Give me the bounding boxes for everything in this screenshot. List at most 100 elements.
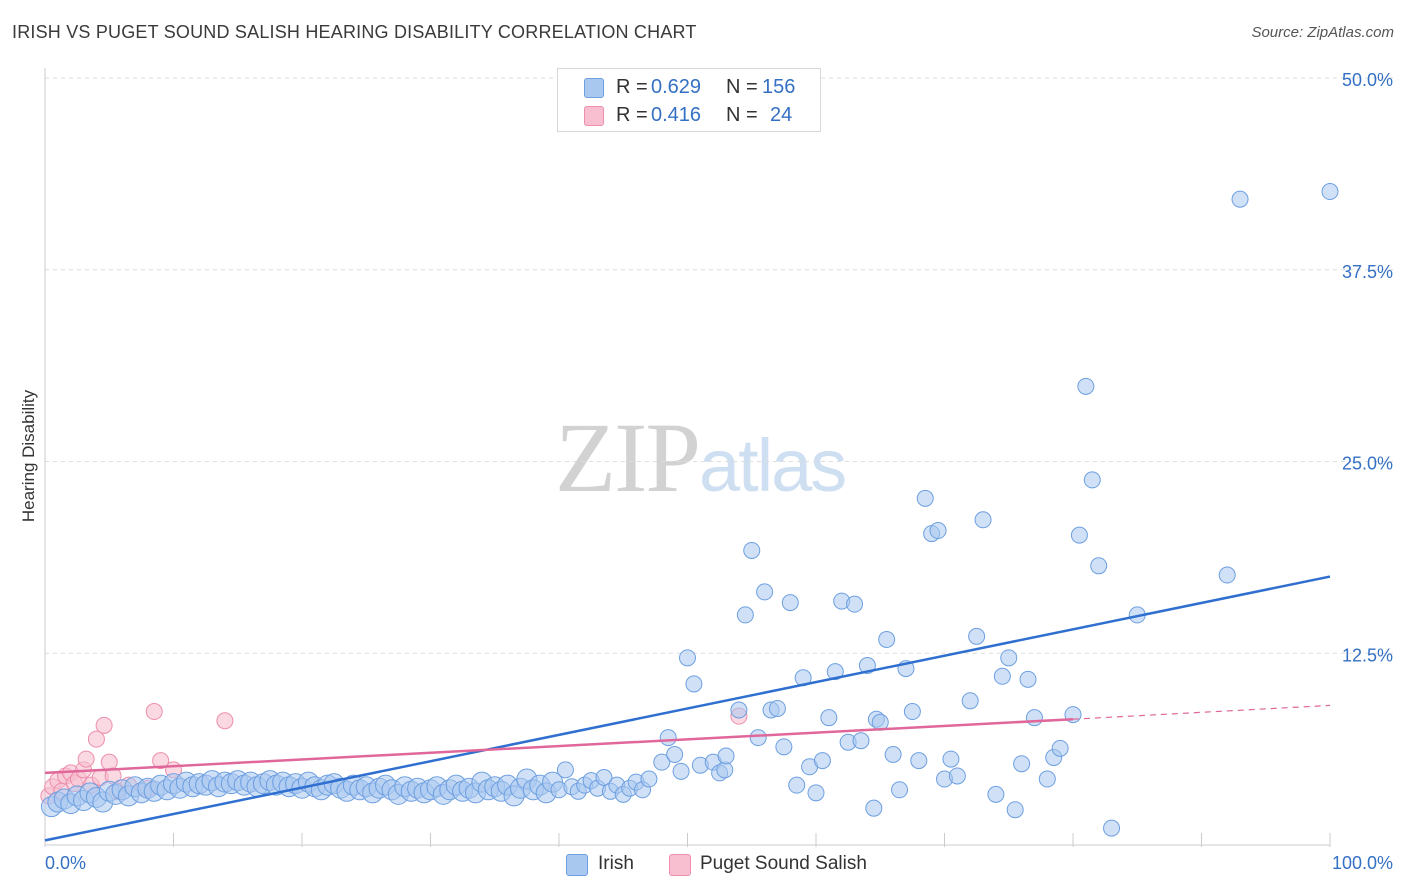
r-label: R =	[616, 104, 648, 126]
salish-trend-line	[44, 717, 1074, 775]
irish-point	[878, 630, 896, 648]
irish-point	[640, 770, 658, 788]
source-label: Source: ZipAtlas.com	[1251, 24, 1394, 41]
irish-point	[974, 511, 992, 529]
irish-point	[884, 745, 902, 763]
legend-row-salish: R = 0.416 N = 24	[558, 101, 820, 129]
irish-point	[820, 709, 838, 727]
irish-point	[781, 594, 799, 612]
salish-trend-extension	[1072, 704, 1331, 720]
irish-point	[788, 776, 806, 794]
label-layer: 12.5% 25.0% 37.5% 50.0% 0.0% 100.0% Hearing Di…	[19, 70, 1393, 873]
salish-point	[145, 703, 163, 721]
irish-point	[993, 667, 1011, 685]
irish-point	[942, 750, 960, 768]
irish-point	[679, 649, 696, 667]
y-tick-label: 37.5%	[1342, 262, 1393, 282]
x-tick-label: 100.0%	[1332, 853, 1393, 873]
irish-point	[1077, 377, 1095, 395]
irish-point	[1218, 566, 1236, 584]
irish-point	[1000, 649, 1018, 667]
irish-point	[846, 595, 864, 613]
irish-point	[556, 761, 574, 779]
irish-point	[595, 769, 613, 787]
irish-point	[948, 767, 966, 785]
irish-point	[1083, 471, 1101, 489]
irish-point	[961, 692, 979, 710]
grid-layer	[45, 77, 1395, 654]
n-value: 156	[762, 76, 796, 98]
irish-point	[756, 583, 774, 601]
trend-layer	[44, 575, 1331, 842]
irish-point	[1006, 801, 1024, 819]
irish-point	[929, 522, 947, 540]
salish-point	[87, 730, 105, 748]
irish-point	[743, 541, 761, 559]
legend-row-irish: R = 0.629 N = 156	[558, 73, 820, 101]
series-legend: Irish Puget Sound Salish	[0, 852, 1406, 878]
watermark-zip: ZIP	[555, 402, 701, 513]
irish-point	[807, 784, 825, 802]
irish-point	[1019, 670, 1037, 688]
y-tick-label: 12.5%	[1342, 645, 1393, 665]
irish-swatch	[584, 78, 604, 98]
irish-point	[891, 781, 909, 799]
y-axis-label: Hearing Disability	[19, 389, 38, 522]
salish-legend-label: Puget Sound Salish	[700, 853, 867, 874]
r-value: 0.416	[651, 104, 702, 126]
irish-point	[968, 627, 986, 645]
irish-point	[672, 762, 690, 780]
n-label: N =	[726, 76, 758, 98]
irish-point	[775, 738, 793, 756]
salish-swatch	[584, 106, 604, 126]
irish-point	[768, 699, 786, 717]
irish-point	[659, 729, 677, 747]
irish-point	[813, 752, 831, 770]
x-tick-label: 0.0%	[45, 853, 86, 873]
irish-point	[916, 489, 934, 507]
irish-legend-swatch	[566, 854, 588, 876]
salish-point	[216, 712, 234, 730]
irish-point	[1321, 183, 1339, 201]
irish-point	[1090, 557, 1108, 575]
irish-point	[1070, 526, 1088, 544]
irish-point	[903, 703, 921, 721]
irish-point	[1025, 709, 1043, 727]
salish-legend-swatch	[669, 854, 691, 876]
irish-point	[1231, 190, 1249, 208]
irish-point	[1013, 755, 1031, 773]
r-value: 0.629	[651, 76, 702, 98]
irish-point	[987, 785, 1005, 803]
irish-point	[666, 745, 684, 763]
irish-point	[865, 799, 883, 817]
irish-point	[736, 606, 754, 624]
irish-point	[653, 753, 671, 771]
correlation-legend: R = 0.629 N = 156 R = 0.416 N = 24	[557, 68, 821, 132]
n-value: 24	[770, 104, 793, 126]
r-label: R =	[616, 76, 648, 98]
irish-point	[749, 729, 767, 747]
irish-point	[852, 732, 870, 750]
salish-point	[95, 716, 113, 734]
axis-layer	[44, 68, 1331, 847]
watermark: ZIPatlas	[555, 400, 847, 515]
irish-point	[1051, 739, 1069, 757]
irish-point	[717, 747, 735, 765]
irish-point	[1103, 819, 1121, 837]
irish-legend-label: Irish	[598, 853, 634, 874]
irish-point	[826, 663, 844, 681]
salish-point	[77, 750, 95, 768]
irish-point	[730, 701, 748, 719]
irish-point	[910, 752, 928, 770]
irish-points-layer	[40, 183, 1339, 837]
y-tick-label: 25.0%	[1342, 454, 1393, 474]
irish-trend-line	[44, 575, 1331, 842]
watermark-atlas: atlas	[699, 424, 847, 507]
salish-point	[152, 752, 170, 770]
y-tick-label: 50.0%	[1342, 70, 1393, 90]
n-label: N =	[726, 104, 758, 126]
irish-point	[1038, 770, 1056, 788]
irish-point	[685, 675, 703, 693]
chart-title: IRISH VS PUGET SOUND SALISH HEARING DISA…	[12, 22, 697, 42]
